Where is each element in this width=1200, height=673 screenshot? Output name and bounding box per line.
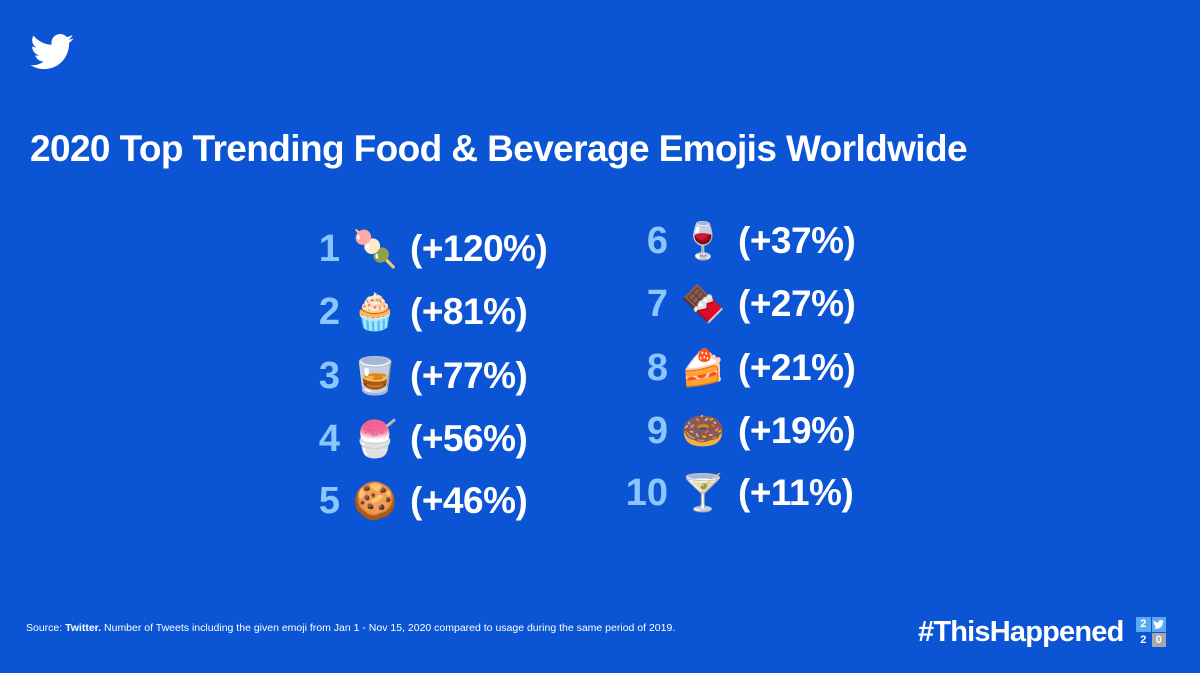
ranking-item: 10 🍸 (+11%) [618, 468, 854, 518]
rank-number: 5 [318, 479, 340, 522]
ranking-item: 7 🍫 (+27%) [618, 279, 856, 329]
chocolate-bar-icon: 🍫 [680, 284, 726, 325]
twitter-bird-icon [30, 34, 74, 70]
rank-number: 7 [646, 282, 668, 325]
badge-digit: 0 [1151, 632, 1166, 647]
percent-change: (+27%) [738, 283, 856, 324]
percent-change: (+37%) [738, 220, 856, 261]
percent-change: (+21%) [738, 347, 856, 388]
shaved-ice-icon: 🍧 [352, 419, 398, 460]
percent-change: (+56%) [410, 418, 528, 459]
shortcake-icon: 🍰 [680, 348, 726, 389]
rank-number: 6 [646, 219, 668, 262]
rank-number: 4 [318, 417, 340, 460]
badge-digit: 2 [1136, 617, 1151, 632]
ranking-item: 3 🥃 (+77%) [290, 351, 528, 401]
ranking-item: 8 🍰 (+21%) [618, 343, 856, 393]
rank-number: 3 [318, 354, 340, 397]
source-label: Source: [26, 622, 63, 634]
source-footnote: Source: Twitter. Number of Tweets includ… [26, 622, 675, 634]
rank-number: 10 [625, 471, 668, 514]
percent-change: (+46%) [410, 480, 528, 521]
rank-number: 9 [646, 409, 668, 452]
percent-change: (+77%) [410, 355, 528, 396]
cocktail-glass-icon: 🍸 [680, 473, 726, 514]
percent-change: (+120%) [410, 228, 548, 269]
rank-number: 8 [646, 346, 668, 389]
source-name: Twitter. [65, 622, 102, 634]
cupcake-icon: 🧁 [352, 292, 398, 333]
ranking-item: 1 🍡 (+120%) [290, 224, 548, 274]
source-note: Number of Tweets including the given emo… [104, 622, 676, 634]
2020-badge: 2 2 0 [1136, 617, 1166, 647]
ranking-item: 2 🧁 (+81%) [290, 287, 528, 337]
rank-number: 2 [318, 290, 340, 333]
ranking-item: 5 🍪 (+46%) [290, 476, 528, 526]
cookie-icon: 🍪 [352, 481, 398, 522]
wine-glass-icon: 🍷 [680, 221, 726, 262]
page-title: 2020 Top Trending Food & Beverage Emojis… [30, 128, 968, 169]
badge-twitter-icon [1151, 617, 1166, 632]
percent-change: (+19%) [738, 410, 856, 451]
tumbler-glass-icon: 🥃 [352, 356, 398, 397]
doughnut-icon: 🍩 [680, 411, 726, 452]
badge-digit: 2 [1136, 632, 1151, 647]
percent-change: (+81%) [410, 291, 528, 332]
percent-change: (+11%) [738, 472, 854, 513]
hashtag: #ThisHappened [918, 616, 1124, 648]
ranking-item: 9 🍩 (+19%) [618, 406, 856, 456]
dango-icon: 🍡 [352, 229, 398, 270]
rank-number: 1 [318, 227, 340, 270]
ranking-item: 4 🍧 (+56%) [290, 414, 528, 464]
ranking-item: 6 🍷 (+37%) [618, 216, 856, 266]
